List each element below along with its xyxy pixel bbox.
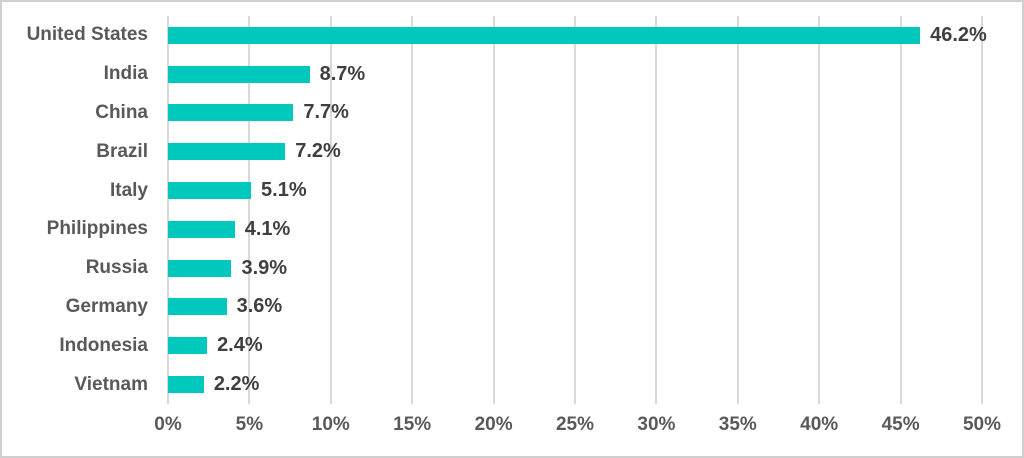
x-axis: 0% 5% 10% 15% 20% 25% 30% 35% 40% 45% 50% [154,414,1001,446]
bar [168,259,232,277]
x-tick-label: 45% [881,414,920,435]
bar-row: United States 46.2% [27,16,987,55]
bar [168,337,208,355]
bar-row: Indonesia 2.4% [59,326,982,365]
x-tick-label: 0% [154,414,182,435]
bar [168,376,204,394]
plot-area: United States 46.2% India 8.7% China 7.7% Braz… [27,16,987,404]
value-label: 7.7% [303,101,349,124]
value-label: 3.9% [241,256,288,279]
category-label: Indonesia [59,334,148,356]
x-tick-label: 25% [555,414,595,435]
x-tick-label: 40% [800,414,839,435]
bar-row: Vietnam 2.2% [74,365,982,404]
x-tick-label: 35% [718,414,757,435]
value-label: 8.7% [319,62,366,85]
bar [168,26,921,44]
bar-row: China 7.7% [95,94,982,133]
category-label: Italy [109,179,148,201]
category-label: Philippines [46,218,148,240]
x-tick-label: 50% [962,414,1002,435]
value-label: 5.1% [261,179,307,202]
bar [168,298,227,316]
bar-row: Philippines 4.1% [47,210,982,249]
bar [168,104,294,122]
category-label: Vietnam [74,373,148,395]
category-label: India [103,63,148,85]
bar [168,143,286,161]
category-label: China [95,101,148,123]
x-tick-label: 20% [474,414,513,435]
value-label: 4.1% [244,217,291,240]
x-tick-label: 15% [393,414,432,435]
category-label: Brazil [96,140,148,162]
category-label: United States [26,24,148,46]
bar [168,65,310,83]
bar [168,182,252,200]
bar [168,220,235,238]
value-label: 2.2% [213,373,260,396]
category-label: Russia [85,257,148,279]
category-label: Germany [65,295,148,317]
bar-row: Brazil 7.2% [96,132,982,171]
bar-row: Italy 5.1% [110,171,982,210]
value-label: 2.4% [217,334,263,357]
bar-rows: United States 46.2% India 8.7% China 7.7% Braz… [27,16,987,404]
x-tick-label: 30% [637,414,676,435]
x-tick-label: 5% [235,414,264,435]
value-label: 46.2% [930,23,987,46]
x-tick-label: 10% [311,414,350,435]
bar-row: Russia 3.9% [86,249,982,288]
bar-row: India 8.7% [104,55,982,94]
value-label: 3.6% [236,295,283,318]
bar-row: Germany 3.6% [66,288,982,327]
value-label: 7.2% [295,140,341,163]
